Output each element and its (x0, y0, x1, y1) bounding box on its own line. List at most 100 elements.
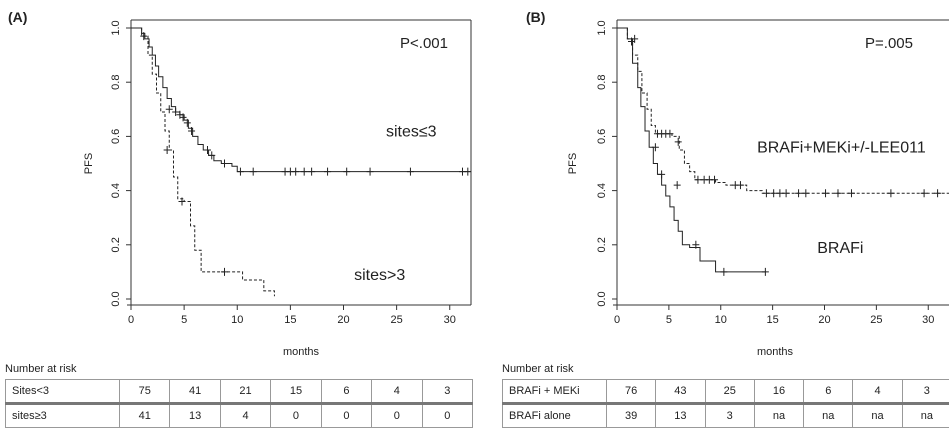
risk-table-title: Number at risk (5, 363, 77, 375)
risk-table-row: Sites<3 75 41 21 15 6 4 3 (5, 379, 474, 404)
risk-cell: 13 (169, 403, 221, 428)
censor-mark (343, 167, 351, 176)
censor-mark (236, 167, 244, 176)
censor-mark (666, 129, 674, 138)
censor-mark (292, 167, 300, 176)
censor-mark (204, 145, 211, 154)
censor-mark (795, 189, 803, 198)
x-tick-label: 25 (870, 314, 882, 326)
risk-cell: 4 (219, 403, 272, 428)
survival-curve-1 (617, 27, 949, 194)
km-panel-1: (A) 0 5 10 15 20 25 30 0.0 0.2 0.4 0.6 0.8 1.0 PFS mont… (8, 9, 472, 358)
risk-cell: 41 (169, 379, 221, 404)
risk-cell: 15 (270, 379, 322, 404)
risk-cell: 16 (753, 379, 805, 404)
panel-label: (A) (8, 9, 27, 25)
p-value-label: P<.001 (400, 35, 448, 52)
risk-table-row: BRAFi + MEKi 76 43 25 16 6 4 3 (502, 379, 949, 404)
censor-mark (736, 181, 744, 190)
y-tick-label: 0.4 (596, 183, 608, 198)
risk-cell: na (753, 403, 805, 428)
censor-mark (178, 197, 186, 206)
censor-mark (172, 108, 180, 117)
risk-cell: 0 (320, 403, 373, 428)
censor-mark (324, 167, 332, 176)
risk-table: Sites<3 75 41 21 15 6 4 3 sites≥3 41 13 4 0 0 0 0 (5, 379, 474, 428)
risk-cell: 43 (655, 379, 706, 404)
risk-cell: 76 (605, 379, 657, 404)
censor-mark (770, 189, 778, 198)
censor-mark (658, 170, 666, 179)
risk-table-row: sites≥3 41 13 4 0 0 0 0 (5, 403, 474, 428)
censor-mark (782, 189, 790, 198)
y-tick-label: 0.6 (596, 129, 608, 144)
x-tick-label: 20 (818, 314, 830, 326)
censor-mark (887, 189, 895, 198)
risk-cell: 3 (901, 379, 949, 404)
censor-mark (674, 137, 682, 146)
y-tick-label: 0.6 (110, 129, 122, 144)
risk-cell: 6 (803, 379, 854, 404)
risk-cell: 3 (421, 379, 474, 404)
censor-mark (776, 189, 784, 198)
censor-mark (300, 167, 308, 176)
survival-curve-2 (131, 27, 275, 297)
censor-mark (834, 189, 842, 198)
censor-mark (694, 175, 702, 184)
y-axis-title: PFS (567, 153, 579, 174)
risk-table-row: BRAFi alone 39 13 3 na na na na (502, 403, 949, 428)
panel-label: (B) (526, 9, 545, 25)
censor-mark (308, 167, 316, 176)
risk-cell: 21 (219, 379, 272, 404)
series-label: BRAFi (817, 240, 863, 257)
y-tick-label: 0.0 (596, 291, 608, 306)
x-tick-label: 10 (715, 314, 727, 326)
risk-cell: 0 (270, 403, 322, 428)
censor-mark (692, 240, 700, 249)
censor-mark (165, 105, 173, 114)
risk-cell: na (803, 403, 854, 428)
censor-mark (631, 34, 639, 43)
y-tick-label: 0.8 (596, 75, 608, 90)
censor-mark (406, 167, 414, 176)
censor-mark (221, 159, 228, 168)
y-tick-label: 0.8 (110, 75, 122, 90)
x-tick-label: 10 (231, 314, 243, 326)
censor-mark (208, 151, 216, 160)
x-tick-label: 30 (922, 314, 934, 326)
series-label: sites≤3 (386, 123, 437, 140)
risk-cell: 25 (704, 379, 755, 404)
censor-mark (822, 189, 830, 198)
censor-mark (366, 167, 374, 176)
series-label: sites>3 (354, 267, 405, 284)
censor-mark (711, 175, 719, 184)
x-axis-title: months (283, 346, 320, 358)
x-tick-label: 30 (444, 314, 456, 326)
censor-mark (188, 126, 196, 135)
y-tick-label: 0.4 (110, 183, 122, 198)
risk-cell: 0 (371, 403, 423, 428)
x-tick-label: 5 (666, 314, 672, 326)
risk-table-title: Number at risk (502, 363, 574, 375)
risk-row-label: BRAFi alone (502, 403, 607, 428)
censor-mark (163, 145, 171, 154)
censor-mark (179, 113, 187, 122)
y-tick-label: 0.0 (110, 291, 122, 306)
y-tick-label: 0.2 (596, 237, 608, 252)
risk-table: BRAFi + MEKi 76 43 25 16 6 4 3 BRAFi alone 39 13 3 n… (502, 379, 949, 428)
x-tick-label: 0 (614, 314, 620, 326)
risk-cell: 39 (605, 403, 657, 428)
x-tick-label: 20 (337, 314, 349, 326)
censor-mark (847, 189, 855, 198)
censor-mark (761, 267, 769, 276)
x-tick-label: 15 (767, 314, 779, 326)
censor-mark (221, 267, 228, 276)
y-tick-label: 0.2 (110, 237, 122, 252)
censor-mark (464, 167, 472, 176)
censor-mark (651, 143, 659, 152)
risk-cell: 41 (118, 403, 171, 428)
risk-row-label: BRAFi + MEKi (502, 379, 607, 404)
risk-row-label: sites≥3 (5, 403, 120, 428)
risk-cell: 0 (421, 403, 474, 428)
